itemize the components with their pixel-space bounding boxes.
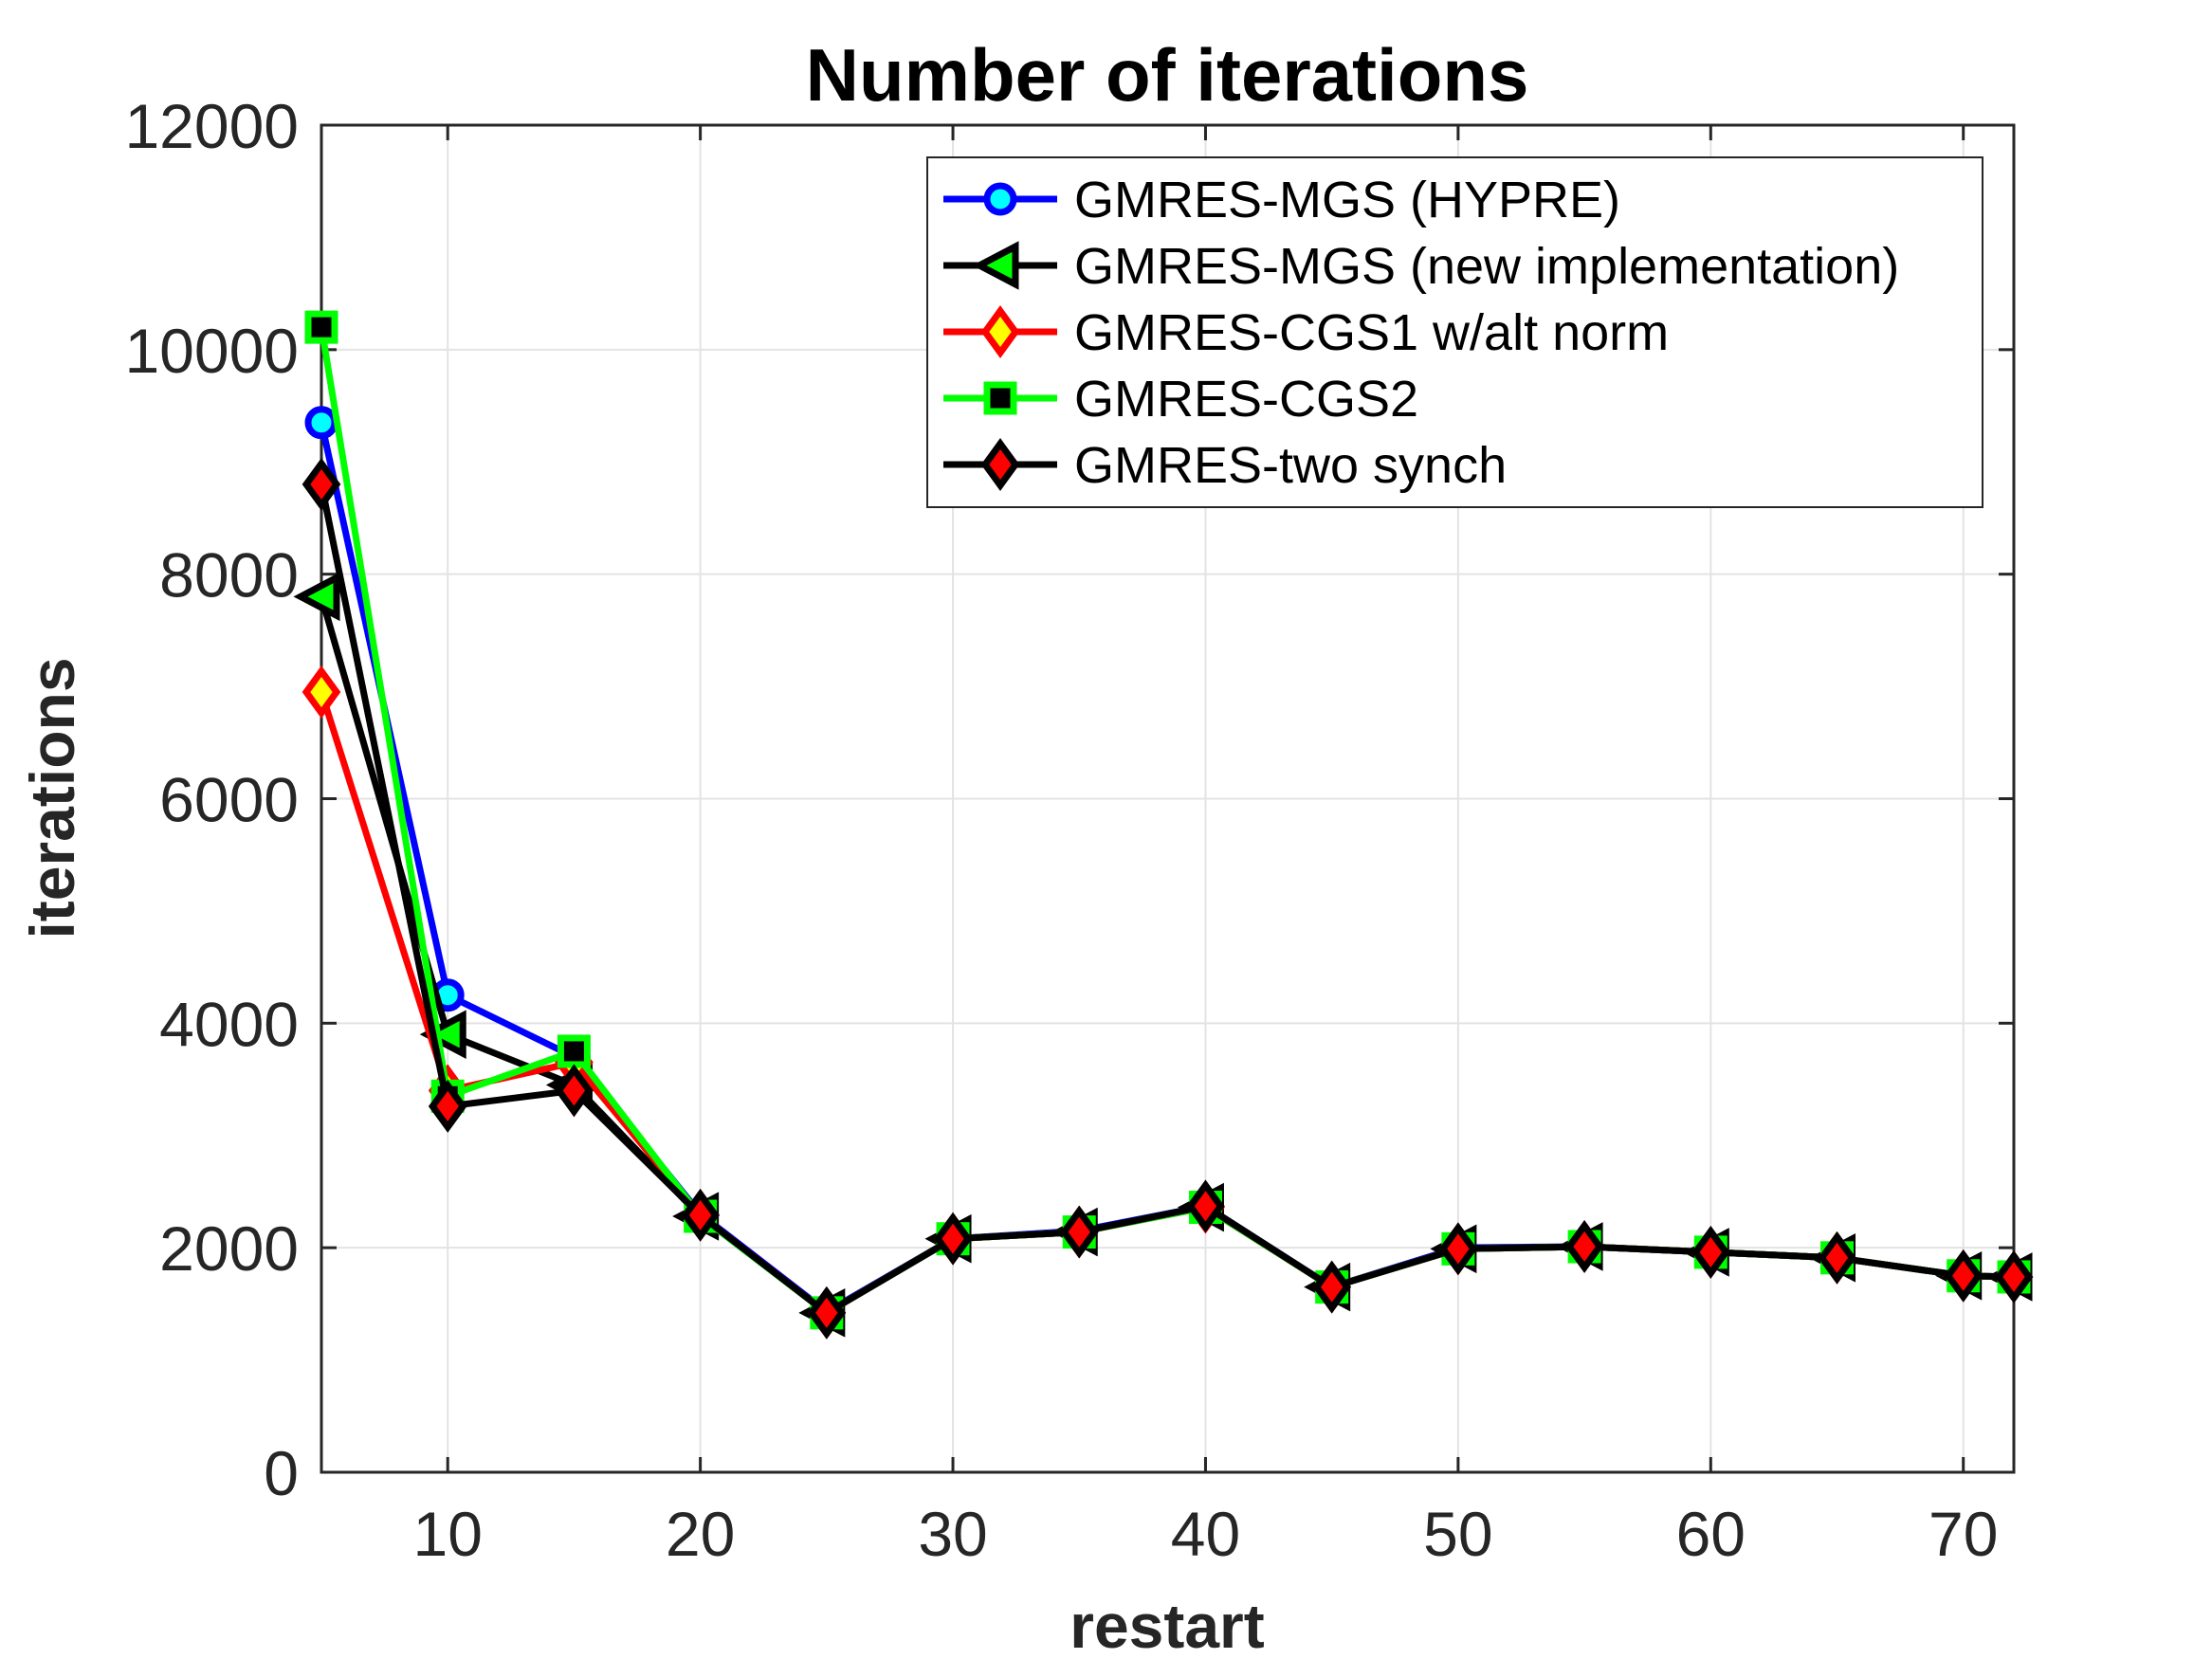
legend-label: GMRES-MGS (new implementation) bbox=[1074, 238, 1899, 295]
legend-label: GMRES-two synch bbox=[1074, 437, 1507, 494]
data-point-diamond bbox=[555, 1064, 594, 1118]
data-point-triangle bbox=[419, 1010, 466, 1059]
data-point-diamond bbox=[1059, 1205, 1099, 1259]
chart-title: Number of iterations bbox=[806, 33, 1529, 117]
y-tick-label: 10000 bbox=[124, 316, 299, 386]
data-point-diamond bbox=[980, 438, 1020, 491]
legend: GMRES-MGS (HYPRE) GMRES-MGS (new implemen… bbox=[926, 156, 1983, 508]
legend-label: GMRES-CGS2 bbox=[1074, 371, 1418, 428]
data-point-diamond bbox=[1818, 1231, 1856, 1285]
data-point-diamond bbox=[1186, 1179, 1225, 1233]
series-line bbox=[318, 690, 2015, 1317]
data-point-diamond bbox=[1994, 1250, 2034, 1304]
x-axis-label: restart bbox=[1069, 1591, 1264, 1659]
data-point-diamond bbox=[980, 305, 1020, 358]
series-line bbox=[318, 595, 2015, 1317]
y-tick-label: 4000 bbox=[159, 989, 299, 1059]
data-point-diamond bbox=[428, 1080, 467, 1133]
data-point-square bbox=[304, 310, 338, 344]
x-tick-label: 20 bbox=[666, 1499, 735, 1569]
legend-label: GMRES-MGS (HYPRE) bbox=[1074, 172, 1620, 228]
data-point-square bbox=[983, 381, 1017, 415]
data-point-triangle bbox=[293, 572, 340, 622]
y-tick-label: 8000 bbox=[159, 540, 299, 611]
legend-box bbox=[926, 156, 1983, 508]
y-tick-label: 6000 bbox=[159, 765, 299, 835]
x-tick-label: 10 bbox=[412, 1499, 482, 1569]
legend-item: GMRES-MGS (HYPRE) bbox=[943, 172, 1620, 228]
data-point-diamond bbox=[1691, 1225, 1730, 1279]
x-tick-label: 40 bbox=[1171, 1499, 1240, 1569]
data-point-diamond bbox=[1438, 1222, 1478, 1276]
series-3 bbox=[302, 665, 2034, 1340]
legend-item: GMRES-MGS (new implementation) bbox=[943, 238, 1899, 295]
legend-item: GMRES-two synch bbox=[943, 437, 1507, 494]
legend-item: GMRES-CGS1 w/alt norm bbox=[943, 304, 1669, 361]
legend-item: GMRES-CGS2 bbox=[943, 371, 1418, 428]
data-point-diamond bbox=[1564, 1220, 1604, 1273]
series-2 bbox=[293, 572, 2033, 1338]
data-point-diamond bbox=[933, 1212, 973, 1266]
x-tick-label: 60 bbox=[1676, 1499, 1746, 1569]
data-point-diamond bbox=[302, 665, 341, 719]
data-point-diamond bbox=[681, 1188, 720, 1242]
y-tick-label: 0 bbox=[264, 1438, 299, 1508]
series-line bbox=[318, 483, 2015, 1317]
data-point-diamond bbox=[1944, 1249, 1983, 1303]
y-tick-label: 12000 bbox=[124, 91, 299, 161]
series-1 bbox=[304, 406, 2031, 1329]
data-point-circle bbox=[983, 182, 1017, 216]
data-point-circle bbox=[304, 406, 338, 440]
y-tick-label: 2000 bbox=[159, 1213, 299, 1284]
data-point-triangle bbox=[972, 241, 1019, 290]
series-layer bbox=[293, 310, 2034, 1340]
data-point-diamond bbox=[807, 1285, 847, 1340]
x-tick-label: 30 bbox=[918, 1499, 987, 1569]
series-5 bbox=[302, 457, 2034, 1340]
x-tick-label: 50 bbox=[1423, 1499, 1492, 1569]
x-tick-label: 70 bbox=[1929, 1499, 1998, 1569]
legend-label: GMRES-CGS1 w/alt norm bbox=[1074, 304, 1669, 361]
data-point-diamond bbox=[302, 457, 341, 511]
axis-ticks: 10 20 30 40 50 60 70 0 2000 4000 6000 8000 10000 1200… bbox=[124, 91, 2014, 1569]
y-axis-label: iterations bbox=[17, 657, 87, 939]
data-point-square bbox=[557, 1034, 591, 1068]
data-point-diamond bbox=[1312, 1260, 1351, 1314]
series-line bbox=[318, 422, 2015, 1316]
